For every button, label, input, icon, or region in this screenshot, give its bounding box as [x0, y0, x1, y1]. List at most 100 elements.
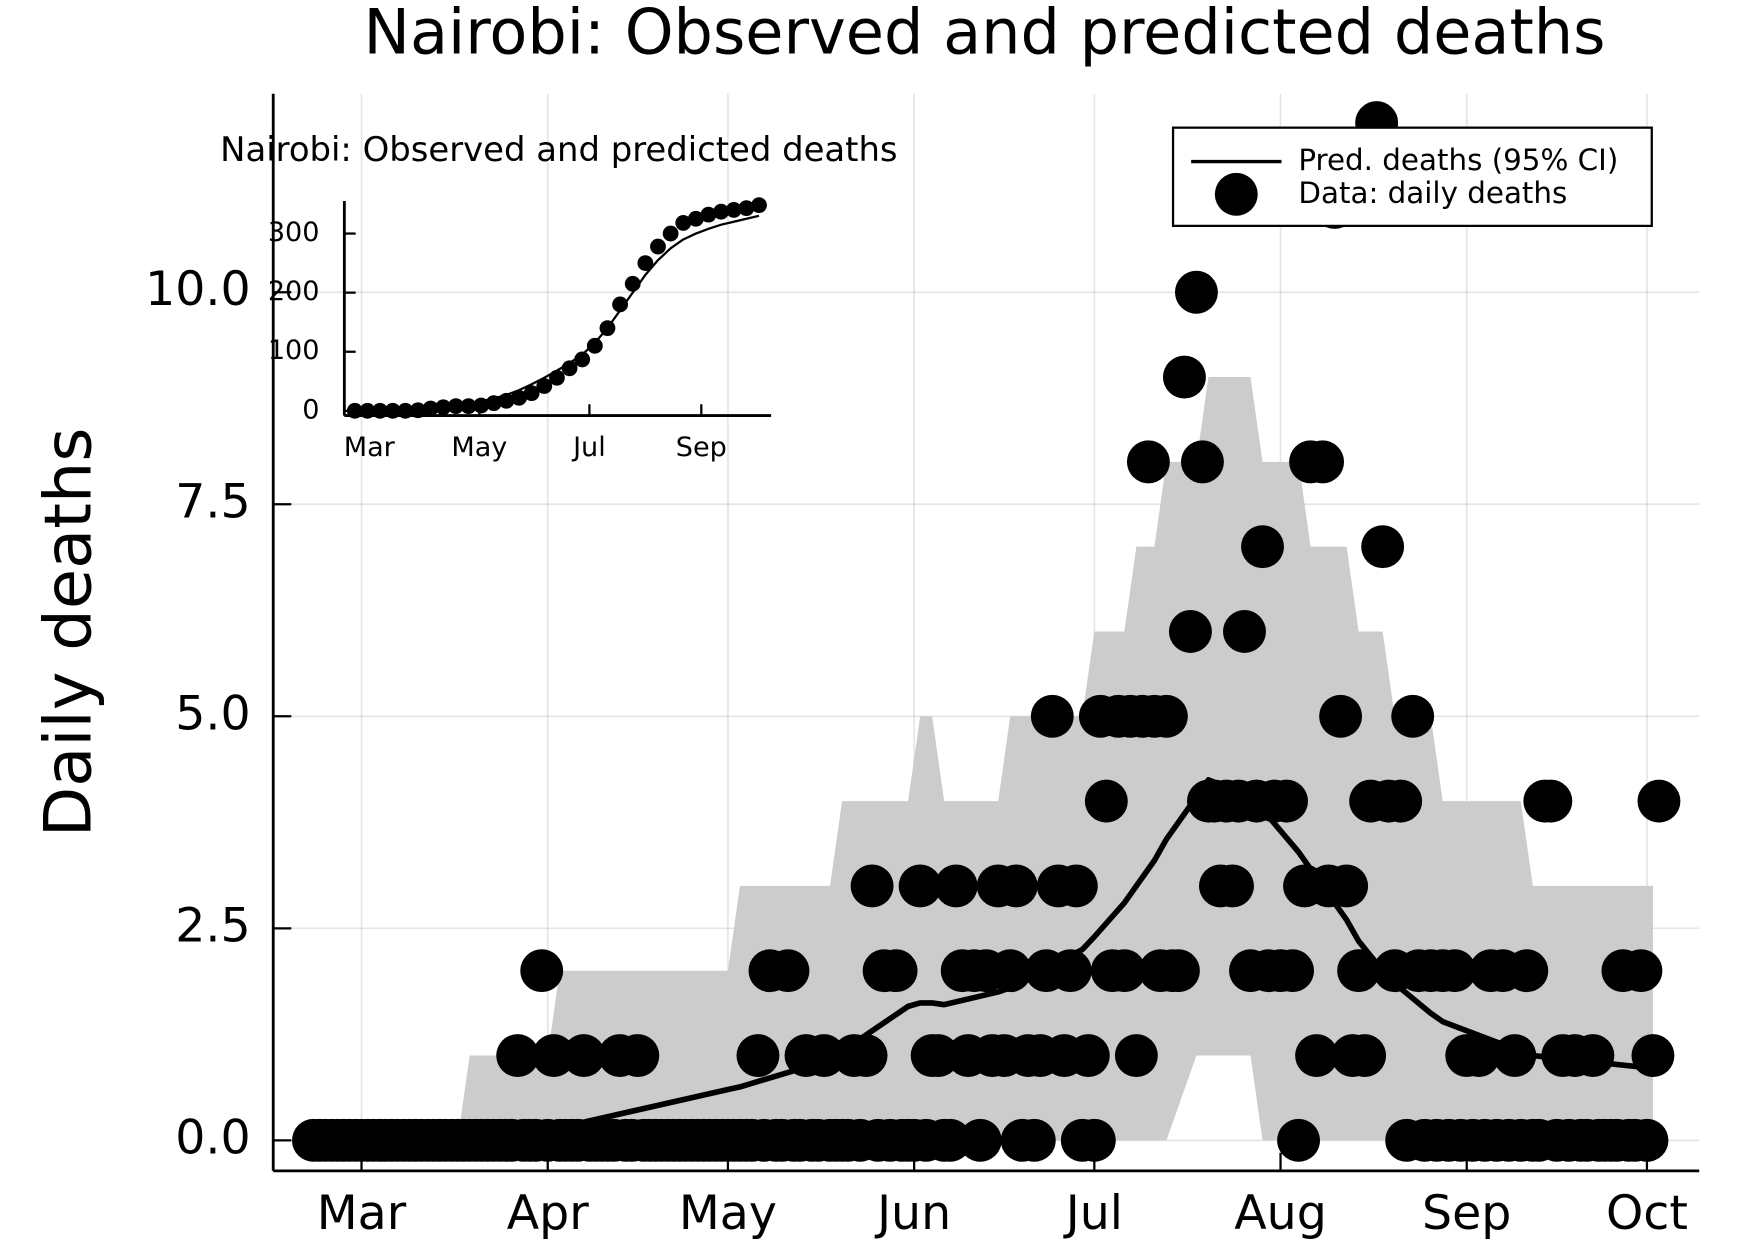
x-tick-label: Oct: [1606, 1186, 1688, 1241]
data-point: [498, 392, 515, 409]
data-point: [766, 949, 810, 993]
data-point: [928, 1118, 972, 1162]
data-point: [562, 1034, 606, 1077]
y-tick-label: 300: [268, 217, 320, 248]
data-point: [725, 202, 742, 218]
data-point: [751, 197, 767, 214]
legend-label: Data: daily deaths: [1298, 176, 1567, 210]
y-tick-label: 200: [268, 276, 320, 307]
data-point: [624, 275, 641, 292]
data-point: [1631, 1034, 1675, 1077]
data-point: [447, 398, 464, 415]
data-point: [1114, 1034, 1158, 1077]
data-point: [1571, 1034, 1615, 1077]
data-point: [1361, 525, 1405, 569]
data-point: [532, 1034, 576, 1077]
data-point: [850, 864, 894, 908]
data-point: [1433, 949, 1477, 993]
data-point: [496, 1034, 540, 1077]
data-point: [1493, 1034, 1537, 1077]
data-point: [1066, 1034, 1110, 1077]
data-point: [485, 395, 502, 412]
data-point: [1054, 864, 1098, 908]
data-point: [536, 378, 553, 394]
data-point: [422, 400, 439, 417]
data-point: [934, 864, 978, 908]
data-point: [1295, 1034, 1339, 1077]
data-point: [586, 337, 603, 354]
y-tick-label: 0.0: [175, 1110, 250, 1165]
data-point: [599, 320, 616, 337]
data-point: [1211, 864, 1254, 908]
data-point: [802, 1034, 846, 1077]
data-point: [1379, 779, 1423, 823]
legend-dot: [1214, 172, 1258, 216]
data-point: [612, 296, 628, 313]
data-point: [1343, 1034, 1387, 1077]
x-tick-label: Sep: [1422, 1186, 1511, 1241]
data-point: [520, 949, 564, 993]
x-tick-label: Jun: [874, 1186, 951, 1241]
x-tick-label: Jul: [1063, 1186, 1123, 1241]
data-point: [1457, 1034, 1501, 1077]
data-point: [1126, 440, 1170, 484]
data-point: [1619, 949, 1663, 993]
data-point: [738, 200, 755, 217]
x-tick-label: Sep: [676, 432, 727, 463]
data-point: [736, 1034, 780, 1077]
data-point: [1637, 779, 1681, 823]
data-point: [1030, 694, 1074, 738]
data-point: [1301, 440, 1345, 484]
data-point: [874, 949, 918, 993]
inset-title: Nairobi: Observed and predicted deaths: [220, 130, 897, 169]
data-point: [1174, 270, 1218, 314]
data-point: [1223, 610, 1266, 653]
data-point: [1168, 610, 1212, 653]
y-tick-label: 10.0: [145, 262, 251, 317]
data-point: [549, 369, 565, 386]
data-point: [1072, 1118, 1116, 1162]
data-point: [1144, 694, 1188, 738]
x-tick-label: May: [679, 1186, 777, 1241]
data-point: [435, 399, 452, 416]
data-point: [1156, 949, 1200, 993]
data-point: [616, 1034, 660, 1077]
x-tick-label: Mar: [317, 1186, 407, 1241]
data-point: [1337, 949, 1381, 993]
data-point: [844, 1034, 888, 1077]
data-point: [662, 225, 679, 242]
data-point: [916, 1034, 960, 1077]
data-point: [675, 215, 692, 231]
y-tick-label: 5.0: [175, 686, 250, 741]
data-point: [511, 389, 527, 406]
data-point: [1277, 1118, 1321, 1162]
y-tick-label: 7.5: [175, 474, 250, 529]
data-point: [1529, 779, 1573, 823]
data-point: [523, 385, 540, 402]
data-point: [1180, 440, 1224, 484]
data-point: [1048, 949, 1092, 993]
data-point: [1162, 355, 1206, 399]
x-tick-label: Aug: [1234, 1186, 1327, 1241]
data-point: [1505, 949, 1549, 993]
data-point: [1325, 864, 1369, 908]
data-point: [1241, 525, 1284, 569]
y-tick-label: 100: [268, 335, 320, 366]
data-point: [1265, 779, 1308, 823]
data-point: [650, 238, 666, 255]
legend-box: [1171, 126, 1653, 228]
data-point: [700, 206, 717, 223]
chart-title: Nairobi: Observed and predicted deaths: [364, 0, 1606, 68]
data-point: [1012, 1118, 1056, 1162]
x-tick-label: Mar: [344, 432, 396, 463]
x-tick-label: May: [451, 432, 507, 463]
data-point: [574, 351, 591, 368]
data-point: [713, 203, 730, 220]
data-point: [1271, 949, 1314, 993]
data-point: [898, 864, 942, 908]
y-axis-label: Daily deaths: [30, 427, 106, 837]
data-point: [994, 864, 1038, 908]
data-point: [460, 398, 477, 415]
